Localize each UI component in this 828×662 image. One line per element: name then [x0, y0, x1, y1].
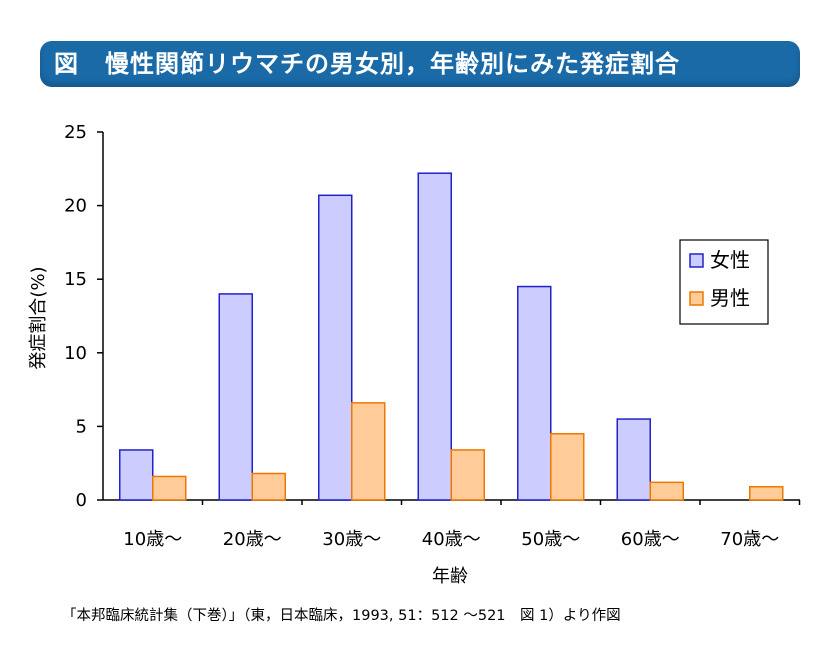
- y-axis: 0 5 10 15 20 25: [64, 122, 104, 511]
- y-tick-label: 10: [64, 343, 87, 364]
- bar-female-4: [417, 172, 452, 501]
- bar-male-4: [450, 449, 485, 501]
- legend-label-female: 女性: [710, 248, 750, 272]
- x-axis-title: 年齢: [432, 566, 468, 587]
- x-tick-label: 60歳～: [621, 529, 680, 550]
- bar-female-2: [218, 293, 253, 501]
- legend-swatch-female: [689, 253, 704, 268]
- y-tick-label: 20: [64, 196, 87, 217]
- title-figure-mark: 図: [54, 50, 79, 78]
- bar-male-3: [351, 402, 386, 501]
- x-tick-label: 20歳～: [223, 529, 282, 550]
- y-tick-label: 0: [76, 490, 87, 511]
- x-tick-label: 70歳～: [720, 529, 779, 550]
- x-tick-label: 50歳～: [521, 529, 580, 550]
- x-tick-labels: 10歳～ 20歳～ 30歳～ 40歳～ 50歳～ 60歳～ 70歳～: [123, 529, 779, 550]
- legend-swatch-male: [689, 291, 704, 306]
- y-tick-label: 25: [64, 122, 87, 143]
- chart-title: 図慢性関節リウマチの男女別，年齢別にみた発症割合: [54, 44, 680, 84]
- bar-female-6: [616, 418, 651, 501]
- bar-male-6: [649, 481, 684, 501]
- bar-female-3: [318, 194, 353, 501]
- bars: [119, 172, 784, 501]
- bar-male-1: [152, 475, 187, 501]
- x-tick-label: 10歳～: [123, 529, 182, 550]
- bar-female-5: [517, 285, 552, 501]
- bar-male-7: [749, 486, 784, 501]
- bar-male-5: [550, 433, 585, 501]
- source-note: 「本邦臨床統計集（下巻）」（東，日本臨床，1993, 51：512 ～521 図…: [62, 608, 621, 624]
- bar-female-1: [119, 449, 154, 501]
- legend-label-male: 男性: [710, 286, 750, 310]
- title-banner: [40, 41, 800, 87]
- y-axis-title: 発症割合(%): [28, 266, 49, 369]
- x-tick-label: 30歳～: [322, 529, 381, 550]
- x-tick-label: 40歳～: [422, 529, 481, 550]
- title-label: 慢性関節リウマチの男女別，年齢別にみた発症割合: [105, 50, 680, 78]
- bar-male-2: [251, 472, 286, 501]
- y-tick-label: 5: [76, 416, 87, 437]
- y-tick-label: 15: [64, 269, 87, 290]
